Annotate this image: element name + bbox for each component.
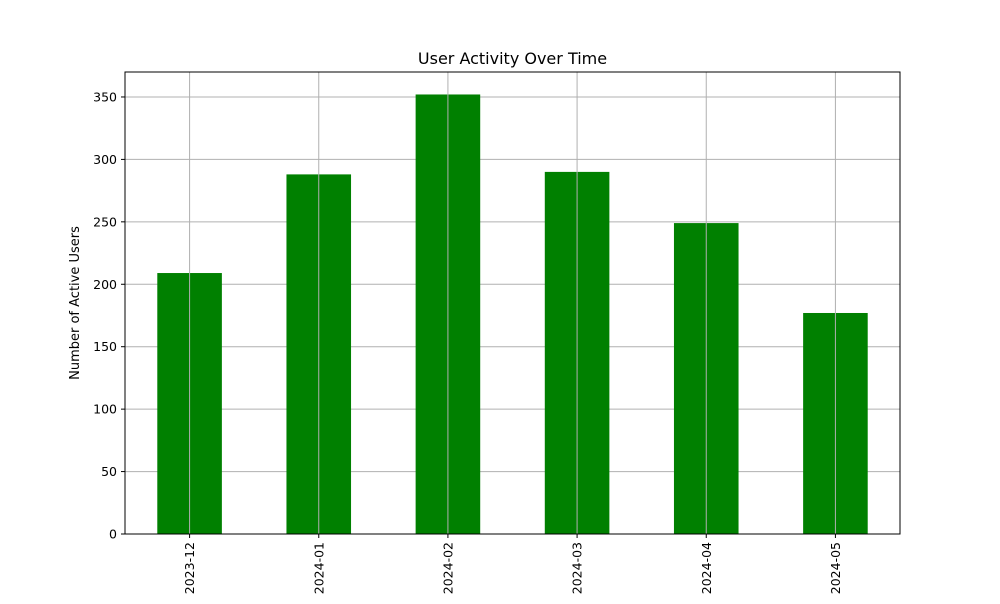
x-grid-lines: [189, 72, 836, 534]
bars: [157, 94, 868, 534]
x-tick-label: 2024-01: [311, 542, 326, 594]
x-tick-label: 2024-05: [828, 542, 843, 594]
y-tick-label: 150: [93, 339, 117, 354]
y-tick-label: 0: [109, 527, 117, 542]
y-axis-label: Number of Active Users: [68, 226, 83, 380]
y-tick-label: 250: [93, 214, 117, 229]
grid-lines: [125, 96, 900, 535]
y-tick-label: 350: [93, 89, 117, 104]
plot-frame: [124, 71, 901, 535]
y-axis-ticks: 0 50 100 150 200 250 300 350: [93, 89, 125, 542]
y-tick-label: 300: [93, 152, 117, 167]
x-tick-label: 2024-03: [570, 542, 585, 594]
x-axis-ticks: 2023-12 2024-01 2024-02 2024-03 2024-04 2024-…: [182, 534, 843, 594]
chart-title: User Activity Over Time: [418, 49, 607, 68]
x-tick-label: 2024-02: [440, 542, 455, 594]
y-tick-label: 100: [93, 402, 117, 417]
x-tick-label: 2024-04: [699, 542, 714, 594]
x-tick-label: 2023-12: [182, 542, 197, 594]
y-tick-label: 200: [93, 277, 117, 292]
y-tick-label: 50: [101, 464, 117, 479]
